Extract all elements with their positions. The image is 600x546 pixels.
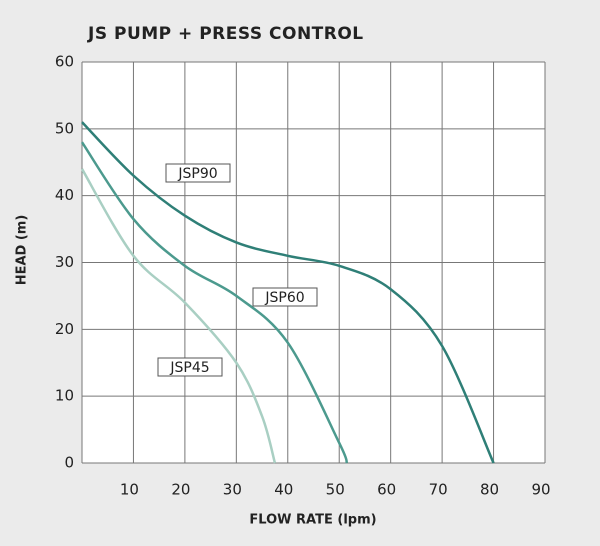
y-tick-label: 0 bbox=[64, 454, 74, 472]
y-axis-label: HEAD (m) bbox=[15, 215, 30, 286]
y-tick-label: 60 bbox=[55, 53, 74, 71]
series-label-box bbox=[157, 357, 223, 377]
series-label: JSP45 bbox=[169, 360, 209, 376]
y-tick-label: 30 bbox=[55, 253, 74, 271]
x-axis-label: FLOW RATE (lpm) bbox=[249, 513, 376, 528]
y-tick-label: 20 bbox=[55, 320, 74, 338]
series-label-box bbox=[165, 163, 231, 183]
x-tick-label: 50 bbox=[326, 481, 345, 499]
x-tick-label: 40 bbox=[274, 481, 293, 499]
series-line bbox=[81, 121, 495, 464]
x-tick-label: 10 bbox=[120, 481, 139, 499]
x-tick-label: 30 bbox=[223, 481, 242, 499]
y-tick-label: 50 bbox=[55, 119, 74, 137]
series-label-box bbox=[252, 287, 318, 307]
series-label: JSP90 bbox=[177, 166, 217, 182]
y-tick-label: 10 bbox=[55, 387, 74, 405]
chart-title: JS PUMP + PRESS CONTROL bbox=[87, 24, 364, 44]
series-label: JSP60 bbox=[264, 290, 304, 306]
series-line bbox=[80, 168, 277, 464]
series-line bbox=[80, 141, 349, 464]
x-tick-label: 20 bbox=[171, 481, 190, 499]
x-tick-label: 80 bbox=[480, 481, 499, 499]
x-tick-label: 70 bbox=[429, 481, 448, 499]
y-tick-label: 40 bbox=[55, 186, 74, 204]
x-tick-label: 60 bbox=[377, 481, 396, 499]
x-tick-label: 90 bbox=[531, 481, 550, 499]
